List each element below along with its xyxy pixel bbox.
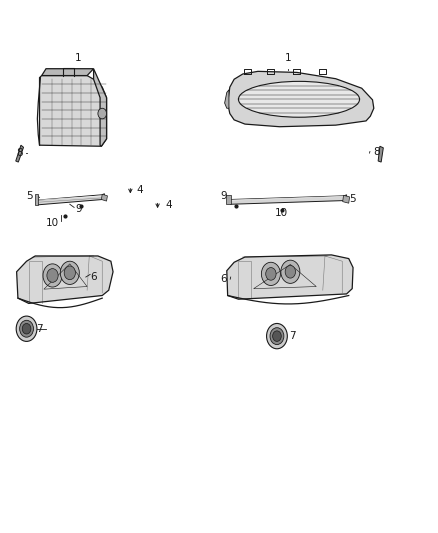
Polygon shape: [343, 195, 350, 203]
Circle shape: [98, 108, 106, 119]
Polygon shape: [39, 76, 106, 146]
Circle shape: [20, 320, 33, 337]
Text: 6: 6: [90, 272, 97, 282]
Polygon shape: [16, 145, 24, 162]
Polygon shape: [225, 90, 229, 108]
Polygon shape: [42, 69, 94, 76]
Polygon shape: [94, 69, 106, 146]
Ellipse shape: [238, 82, 360, 117]
Circle shape: [64, 266, 75, 280]
Polygon shape: [228, 71, 374, 127]
Text: 9: 9: [220, 191, 226, 201]
Text: 4: 4: [165, 200, 172, 210]
Text: 9: 9: [75, 204, 82, 214]
Circle shape: [272, 331, 281, 342]
Polygon shape: [37, 193, 104, 205]
Circle shape: [267, 324, 287, 349]
Polygon shape: [226, 195, 231, 204]
Polygon shape: [227, 255, 353, 299]
Text: 5: 5: [26, 191, 33, 201]
Text: 10: 10: [275, 208, 288, 217]
Polygon shape: [35, 193, 38, 205]
Text: 7: 7: [289, 331, 296, 341]
Text: 4: 4: [137, 185, 144, 195]
Text: 5: 5: [349, 194, 356, 204]
Polygon shape: [378, 146, 383, 162]
Circle shape: [43, 264, 62, 287]
Polygon shape: [101, 194, 107, 201]
Circle shape: [261, 262, 280, 286]
Polygon shape: [230, 195, 346, 204]
Text: 7: 7: [36, 324, 43, 334]
Circle shape: [285, 265, 296, 278]
Polygon shape: [17, 256, 113, 303]
Circle shape: [47, 269, 58, 282]
Text: 8: 8: [374, 147, 380, 157]
Circle shape: [281, 260, 300, 284]
Text: 1: 1: [75, 53, 82, 63]
Text: 6: 6: [220, 274, 226, 284]
Text: 8: 8: [16, 148, 22, 158]
Circle shape: [60, 261, 79, 285]
Circle shape: [16, 316, 37, 342]
Circle shape: [22, 324, 31, 334]
Text: 1: 1: [285, 53, 292, 63]
Circle shape: [270, 328, 284, 344]
Text: 10: 10: [46, 218, 59, 228]
Circle shape: [266, 268, 276, 280]
